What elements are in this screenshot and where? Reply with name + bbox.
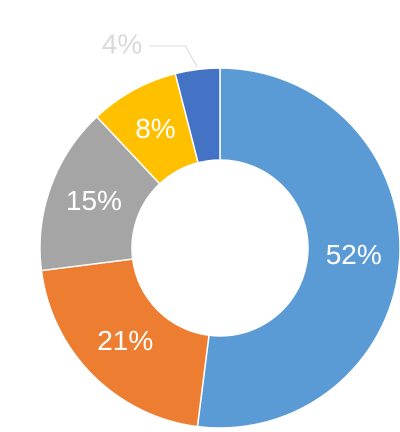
donut-segment xyxy=(39,115,161,272)
data-label: 21% xyxy=(97,325,153,356)
leader-line xyxy=(150,45,198,68)
donut-segment xyxy=(174,67,221,164)
donut-segment xyxy=(40,258,210,428)
data-label: 8% xyxy=(135,113,175,144)
donut-segment xyxy=(196,67,400,429)
data-label: 15% xyxy=(66,185,122,216)
data-label: 4% xyxy=(102,28,142,59)
data-label: 52% xyxy=(326,239,382,270)
